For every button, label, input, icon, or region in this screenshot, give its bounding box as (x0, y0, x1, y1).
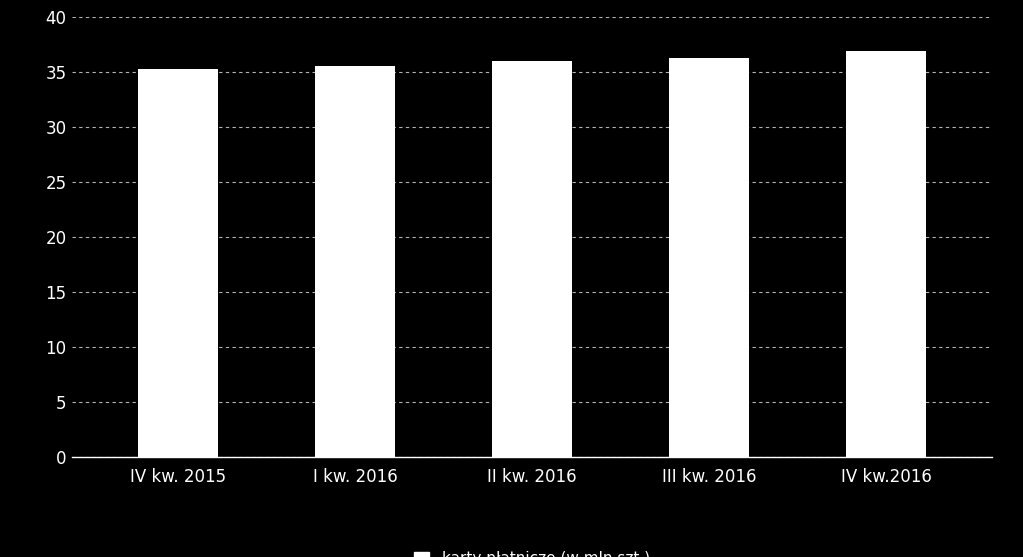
Bar (492, 61, 572, 457)
Legend: karty płatnicze (w mln szt.): karty płatnicze (w mln szt.) (408, 545, 656, 557)
Bar (138, 69, 218, 457)
Bar (846, 51, 926, 457)
Bar (315, 66, 395, 457)
Bar (669, 57, 749, 457)
